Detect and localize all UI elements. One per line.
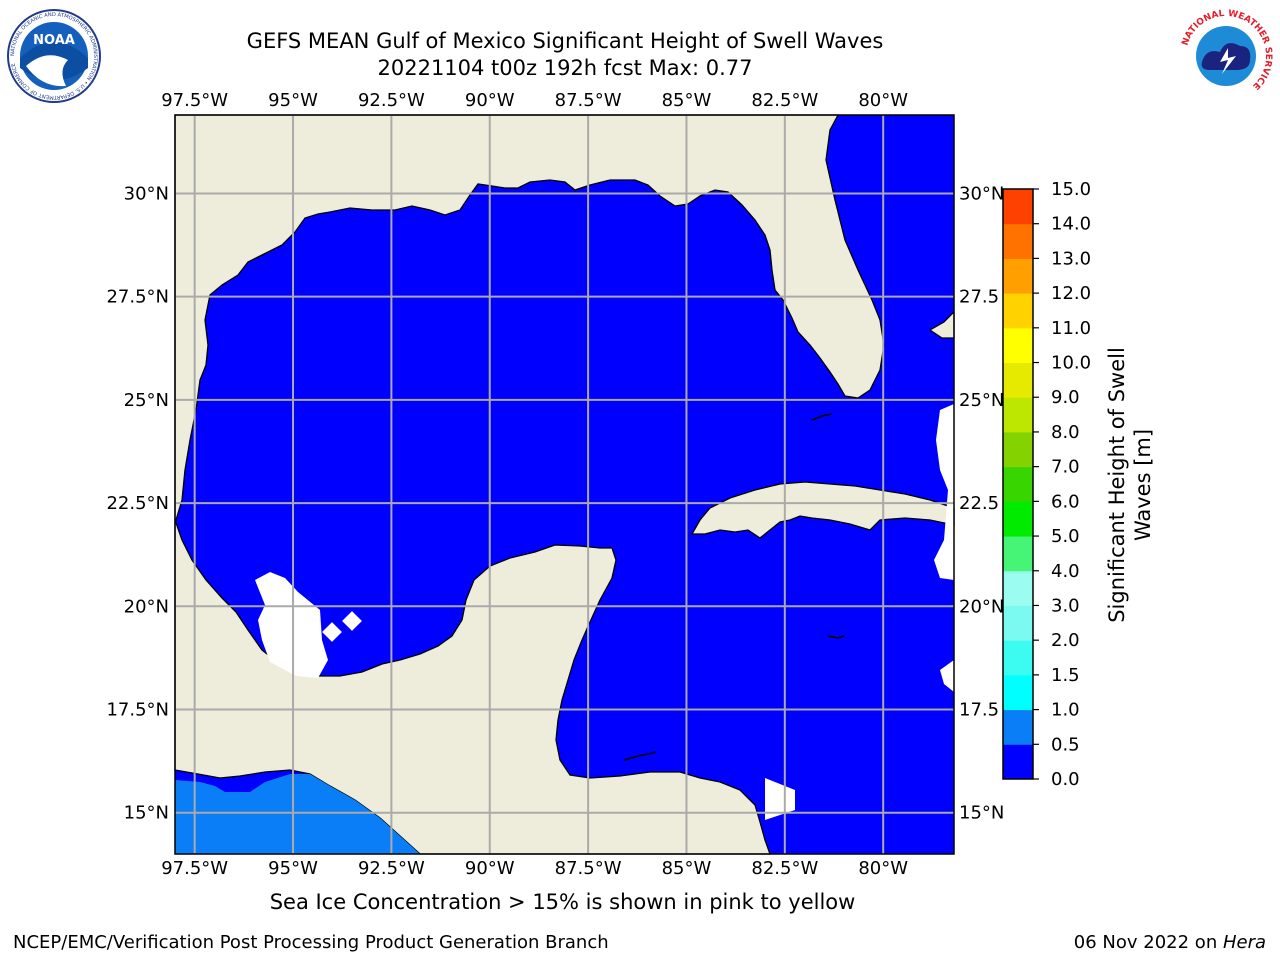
colorbar-segment-16 xyxy=(1003,189,1033,225)
colorbar-label-line1: Significant Height of Swell xyxy=(1105,347,1129,623)
colorbar-label-line2: Waves [m] xyxy=(1131,429,1155,541)
colorbar-tick-label-12: 10.0 xyxy=(1051,353,1091,374)
colorbar-segment-15 xyxy=(1003,223,1033,259)
map-frame xyxy=(174,114,955,855)
lon-label-bottom-6: 82.5°W xyxy=(751,858,818,879)
lat-label-left-0: 30°N xyxy=(124,183,169,204)
lon-label-top-7: 80°W xyxy=(858,90,908,111)
colorbar-tick-label-16: 14.0 xyxy=(1051,214,1091,235)
lat-label-left-3: 22.5°N xyxy=(106,493,169,514)
lon-label-bottom-2: 92.5°W xyxy=(358,858,425,879)
lon-label-top-2: 92.5°W xyxy=(358,90,425,111)
lat-label-right-5: 17.5 xyxy=(959,700,999,721)
land-us-gulf-coast xyxy=(174,114,885,521)
colorbar-segment-1 xyxy=(1003,709,1033,745)
colorbar-segment-11 xyxy=(1003,362,1033,398)
colorbar: 0.0 0.5 1.0 1.5 2.0 3.0 4.0 5.0 6.0 7.0 8.0 9.0 10.0… xyxy=(1002,179,1091,790)
colorbar-frame xyxy=(1002,188,1034,780)
colorbar-tick-label-8: 6.0 xyxy=(1051,491,1080,512)
pacific-swell-area xyxy=(175,774,420,854)
lat-label-right-6: 15°N xyxy=(959,803,1004,824)
footer-branch: NCEP/EMC/Verification Post Processing Pr… xyxy=(13,932,609,953)
chart-subtitle-forecast: 20221104 t00z 192h fcst Max: 0.77 xyxy=(377,56,753,80)
lon-label-bottom-1: 95°W xyxy=(268,858,318,879)
map-tick-labels: 97.5°W 97.5°W 95°W 95°W 92.5°W 92.5°W 90°W 90°W… xyxy=(106,90,1004,879)
colorbar-segment-9 xyxy=(1003,431,1033,468)
lon-label-top-1: 95°W xyxy=(268,90,318,111)
lat-label-right-4: 20°N xyxy=(959,596,1004,617)
small-islands xyxy=(623,413,845,761)
colorbar-segment-4 xyxy=(1003,605,1033,641)
footer-host: Hera xyxy=(1222,932,1266,953)
colorbar-tick-label-7: 5.0 xyxy=(1051,526,1080,547)
lat-label-right-3: 22.5 xyxy=(959,493,999,514)
colorbar-tick-label-14: 12.0 xyxy=(1051,283,1091,304)
lat-label-left-1: 27.5°N xyxy=(106,287,169,308)
lat-label-left-2: 25°N xyxy=(124,390,169,411)
colorbar-segment-2 xyxy=(1003,674,1033,711)
lat-label-right-0: 30°N xyxy=(959,183,1004,204)
colorbar-segment-5 xyxy=(1003,570,1033,606)
colorbar-segment-14 xyxy=(1003,258,1033,294)
colorbar-segment-13 xyxy=(1003,293,1033,329)
colorbar-segment-3 xyxy=(1003,640,1033,676)
colorbar-tick-label-3: 1.5 xyxy=(1051,665,1080,686)
footer-date-text: 06 Nov 2022 on xyxy=(1073,932,1223,953)
lon-label-bottom-4: 87.5°W xyxy=(555,858,622,879)
lon-label-bottom-7: 80°W xyxy=(858,858,908,879)
lat-label-right-1: 27.5 xyxy=(959,287,999,308)
lon-label-bottom-5: 85°W xyxy=(662,858,712,879)
lat-label-left-5: 17.5°N xyxy=(106,700,169,721)
colorbar-tick-label-6: 4.0 xyxy=(1051,561,1080,582)
colorbar-tick-label-0: 0.0 xyxy=(1051,769,1080,790)
colorbar-segment-0 xyxy=(1003,744,1033,780)
lon-label-top-3: 90°W xyxy=(465,90,515,111)
lon-label-top-0: 97.5°W xyxy=(161,90,228,111)
lat-label-left-4: 20°N xyxy=(124,596,169,617)
colorbar-segment-6 xyxy=(1003,536,1033,572)
colorbar-tick-label-4: 2.0 xyxy=(1051,630,1080,651)
sea-ice-note: Sea Ice Concentration > 15% is shown in … xyxy=(269,890,856,914)
colorbar-tick-label-9: 7.0 xyxy=(1051,457,1080,478)
footer-date: 06 Nov 2022 on Hera xyxy=(1074,932,1266,953)
lon-label-bottom-0: 97.5°W xyxy=(161,858,228,879)
missing-data-patches xyxy=(255,404,954,820)
colorbar-tick-label-1: 0.5 xyxy=(1051,734,1080,755)
colorbar-segment-7 xyxy=(1003,501,1033,537)
lat-label-left-6: 15°N xyxy=(124,803,169,824)
colorbar-tick-label-5: 3.0 xyxy=(1051,595,1080,616)
lon-label-top-4: 87.5°W xyxy=(555,90,622,111)
lon-label-top-5: 85°W xyxy=(662,90,712,111)
colorbar-tick-label-11: 9.0 xyxy=(1051,387,1080,408)
colorbar-tick-label-10: 8.0 xyxy=(1051,422,1080,443)
lon-label-bottom-3: 90°W xyxy=(465,858,515,879)
land-cuba xyxy=(690,481,955,539)
noaa-logo: NOAA NATIONAL OCEANIC AND ATMOSPHERIC AD… xyxy=(7,9,101,103)
colorbar-tick-label-13: 11.0 xyxy=(1051,318,1091,339)
noaa-logo-text: NOAA xyxy=(33,33,75,48)
colorbar-tick-label-15: 13.0 xyxy=(1051,248,1091,269)
lat-label-right-2: 25°N xyxy=(959,390,1004,411)
lon-label-top-6: 82.5°W xyxy=(751,90,818,111)
colorbar-tick-label-17: 15.0 xyxy=(1051,179,1091,200)
nws-logo: NATIONAL WEATHER SERVICE xyxy=(1180,9,1273,102)
colorbar-segment-10 xyxy=(1003,397,1033,433)
colorbar-tick-label-2: 1.0 xyxy=(1051,700,1080,721)
map-gridlines xyxy=(175,115,954,854)
colorbar-segment-8 xyxy=(1003,466,1033,502)
colorbar-segment-12 xyxy=(1003,327,1033,364)
chart-title: GEFS MEAN Gulf of Mexico Significant Hei… xyxy=(246,29,884,53)
